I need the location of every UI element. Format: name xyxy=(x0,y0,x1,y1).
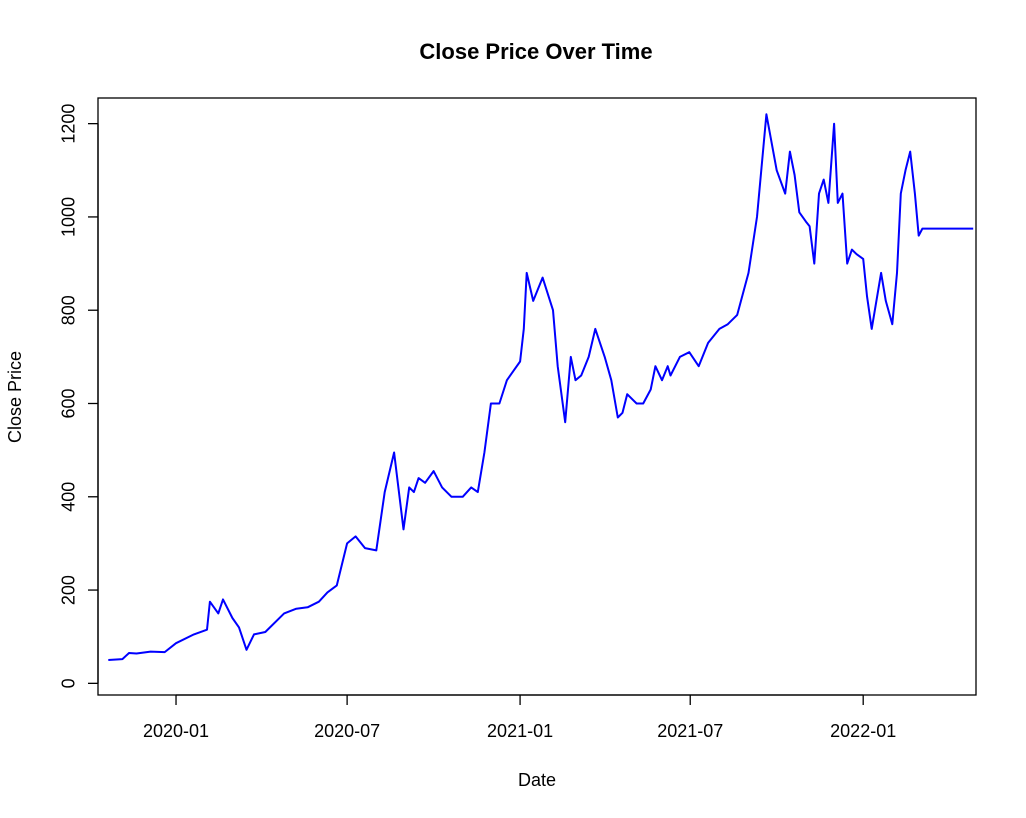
plot-frame xyxy=(97,97,977,696)
y-tick-label: 1000 xyxy=(59,197,79,237)
y-tick-label: 400 xyxy=(59,482,79,512)
x-tick-label: 2021-07 xyxy=(657,721,723,741)
x-tick-label: 2021-01 xyxy=(487,721,553,741)
chart-title: Close Price Over Time xyxy=(419,39,652,64)
y-axis: 0 200 400 600 800 1000 1200 xyxy=(59,104,99,688)
y-tick-label: 1200 xyxy=(59,104,79,144)
series-line-close-price xyxy=(108,113,974,661)
x-tick-label: 2020-01 xyxy=(143,721,209,741)
y-tick-label: 200 xyxy=(59,575,79,605)
y-tick-label: 600 xyxy=(59,388,79,418)
y-tick-label: 800 xyxy=(59,295,79,325)
x-axis-label: Date xyxy=(518,770,556,790)
y-axis-label: Close Price xyxy=(5,351,25,443)
x-tick-label: 2022-01 xyxy=(830,721,896,741)
y-tick-label: 0 xyxy=(59,678,79,688)
x-axis: 2020-01 2020-07 2021-01 2021-07 2022-01 xyxy=(143,694,896,741)
x-tick-label: 2020-07 xyxy=(314,721,380,741)
